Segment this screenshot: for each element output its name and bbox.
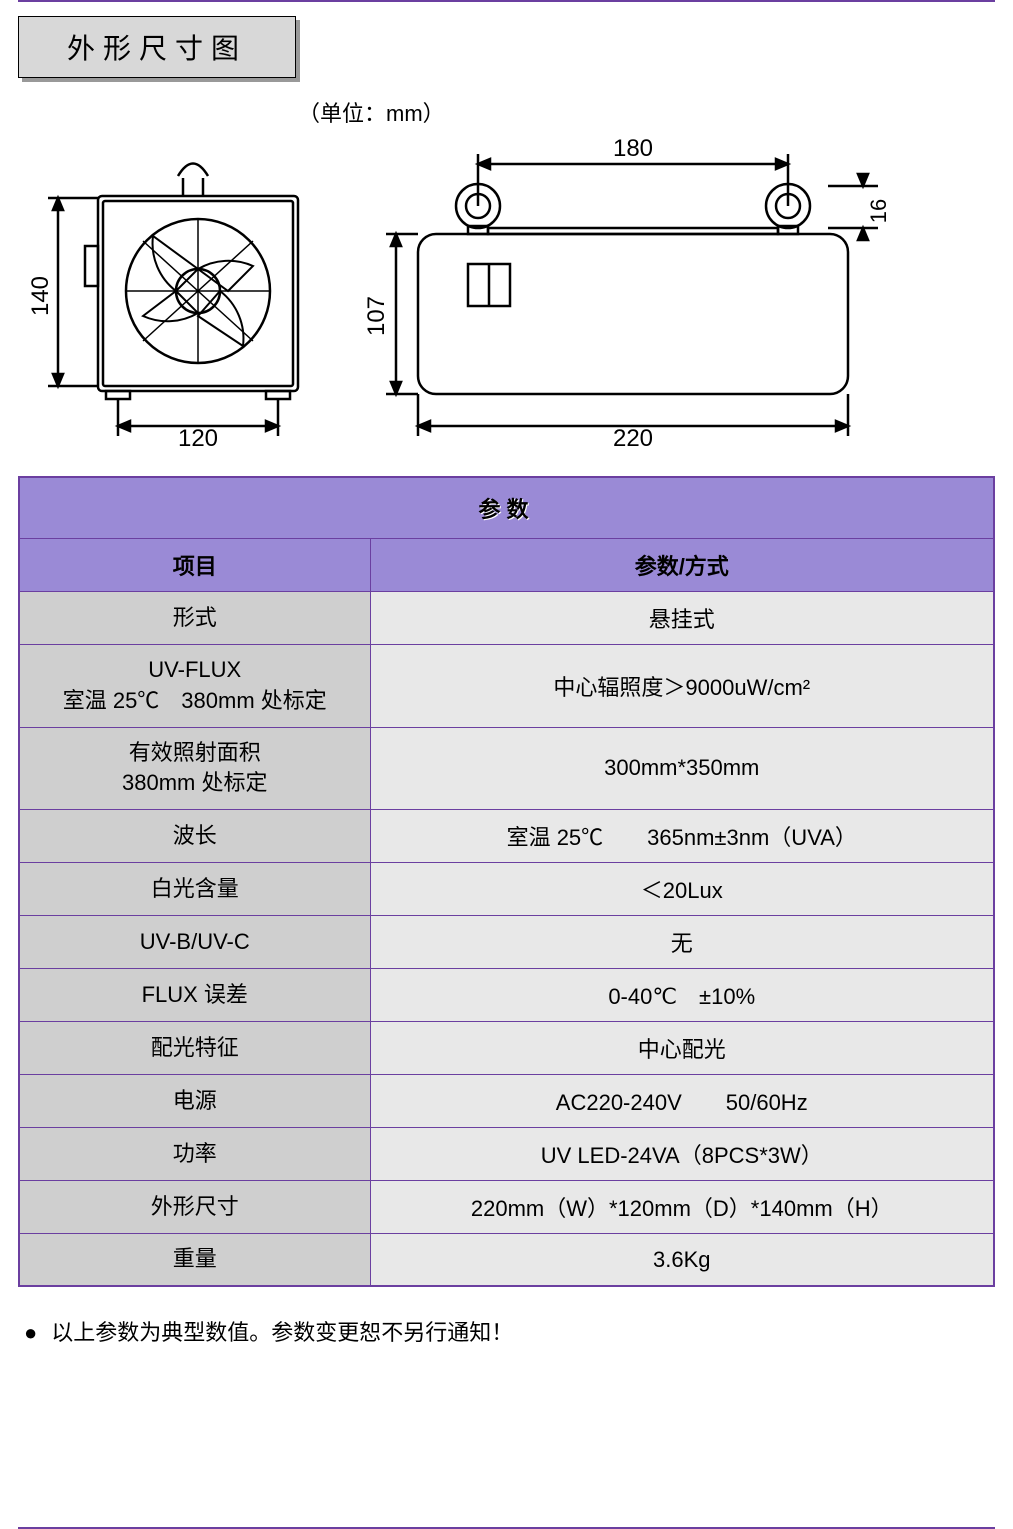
table-row-item: FLUX 误差 [19,969,370,1022]
table-row-value: 中心配光 [370,1022,994,1075]
unit-label: （单位：mm） [298,96,995,128]
table-row-value: UV LED-24VA（8PCS*3W） [370,1128,994,1181]
front-view-drawing: 140 120 [28,136,328,446]
table-row-item: 重量 [19,1234,370,1286]
dimension-drawings: 140 120 [18,136,995,446]
table-row-item: UV-FLUX室温 25℃ 380mm 处标定 [19,645,370,728]
dim-107: 107 [363,296,390,336]
section-title: 外形尺寸图 [18,16,296,78]
bullet-icon: ● [24,1320,37,1345]
table-row-item: 形式 [19,592,370,645]
table-row-item: 电源 [19,1075,370,1128]
spec-table: 参数 项目 参数/方式 形式悬挂式 UV-FLUX室温 25℃ 380mm 处标… [18,476,995,1287]
table-title: 参数 [19,477,994,539]
table-row-value: 220mm（W）*120mm（D）*140mm（H） [370,1181,994,1234]
table-row-value: 悬挂式 [370,592,994,645]
table-row-value: 0-40℃ ±10% [370,969,994,1022]
dim-120: 120 [178,425,218,446]
dim-140: 140 [28,276,54,316]
table-row-item: UV-B/UV-C [19,916,370,969]
table-row-value: 3.6Kg [370,1234,994,1286]
header-value: 参数/方式 [370,539,994,592]
footnote-text: 以上参数为典型数值。参数变更恕不另行通知！ [51,1320,513,1345]
table-row-item: 有效照射面积380mm 处标定 [19,727,370,810]
dim-180: 180 [613,136,653,162]
side-view-drawing: 180 16 107 220 [358,136,908,446]
table-row-value: 无 [370,916,994,969]
table-row-item: 白光含量 [19,863,370,916]
dim-16: 16 [866,199,891,223]
dim-220: 220 [613,425,653,446]
header-item: 项目 [19,539,370,592]
table-row-value: 室温 25℃ 365nm±3nm（UVA） [370,810,994,863]
table-row-value: ＜20Lux [370,863,994,916]
table-row-item: 功率 [19,1128,370,1181]
footnote: ● 以上参数为典型数值。参数变更恕不另行通知！ [24,1315,995,1347]
table-row-value: AC220-240V 50/60Hz [370,1075,994,1128]
table-row-value: 300mm*350mm [370,727,994,810]
table-row-item: 配光特征 [19,1022,370,1075]
table-row-value: 中心辐照度＞9000uW/cm² [370,645,994,728]
table-row-item: 波长 [19,810,370,863]
table-row-item: 外形尺寸 [19,1181,370,1234]
